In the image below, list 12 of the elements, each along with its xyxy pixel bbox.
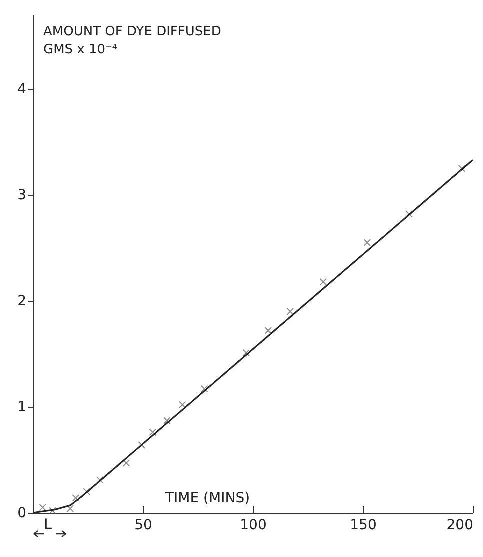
x-tick-label: 150 (350, 518, 377, 534)
y-tick-label: 1 (18, 400, 26, 416)
y-tick-label: 3 (18, 188, 26, 204)
x-tick-label: 100 (240, 518, 267, 534)
x-tick-label: 200 (446, 518, 474, 534)
y-tick-label: 0 (18, 506, 26, 522)
x-tick-label: 50 (134, 518, 152, 534)
y-tick-label: 2 (18, 294, 26, 310)
x-axis-title: TIME (MINS) (164, 490, 250, 506)
text: L (44, 517, 52, 533)
y-tick-label: 4 (18, 82, 27, 98)
y-axis-title: AMOUNT OF DYE DIFFUSED GMS x 10⁻⁴ (44, 24, 222, 58)
